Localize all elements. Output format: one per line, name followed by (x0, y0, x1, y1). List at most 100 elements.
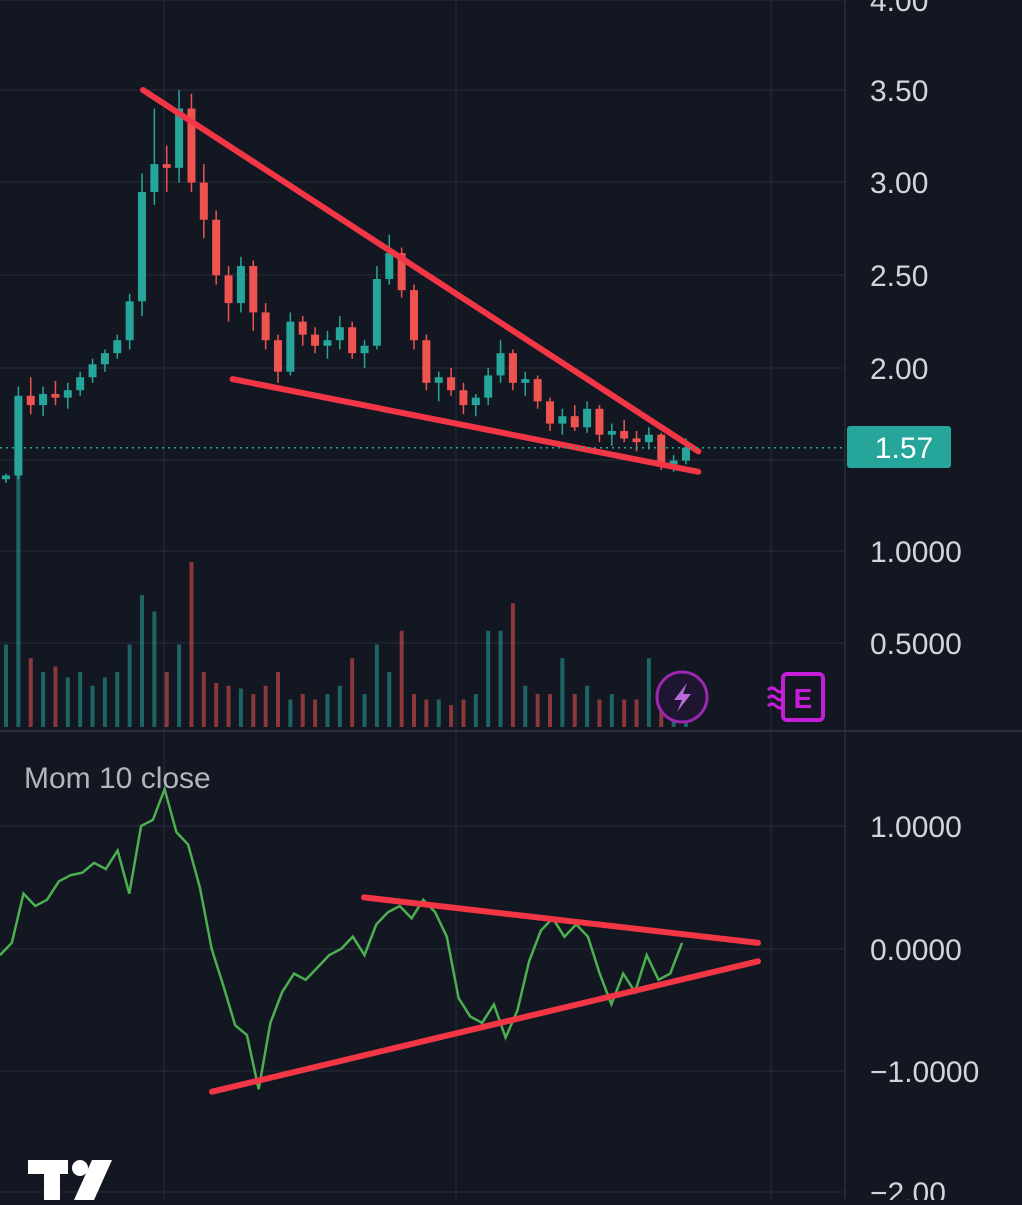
candle-body (162, 164, 171, 168)
volume-bar (646, 658, 651, 727)
candle-body (447, 377, 456, 391)
candle-body (274, 340, 282, 372)
candle (521, 371, 530, 396)
candle-body (434, 377, 443, 383)
candle-body (113, 340, 122, 354)
earnings-letter: E (794, 683, 813, 714)
momentum-tick-label: −1.0000 (870, 1056, 979, 1089)
grid-lines (0, 0, 846, 1200)
volume-bar (399, 630, 404, 727)
volume-bar (276, 672, 280, 727)
candle-body (88, 364, 97, 378)
candle-body (644, 434, 653, 443)
volume-bar (436, 699, 441, 727)
candle-body (669, 460, 678, 465)
earnings-e-icon[interactable]: E (766, 672, 825, 722)
price-tick-label: 2.00 (870, 353, 928, 386)
candle-body (682, 447, 690, 461)
candle (595, 405, 604, 443)
candle (236, 256, 245, 313)
momentum-trendline (209, 958, 761, 1095)
candle (335, 316, 344, 350)
volume-bar (374, 644, 379, 727)
volume-bar (461, 699, 466, 727)
candle-body (2, 475, 10, 480)
volume-bar (189, 562, 194, 727)
candle (51, 380, 60, 406)
volume-bar (115, 672, 120, 727)
volume-bar (152, 611, 157, 727)
trendline (229, 376, 702, 475)
candle-body (570, 416, 579, 428)
price-tick-label: 0.5000 (870, 628, 962, 661)
volume-bar (597, 699, 602, 727)
volume-bar (300, 694, 305, 727)
momentum-trendlines (209, 894, 761, 1095)
candle (224, 266, 233, 322)
candle-body (385, 253, 394, 280)
volume-bar (238, 688, 243, 727)
candle-body (311, 334, 320, 346)
candle (348, 321, 357, 359)
candle (261, 303, 270, 350)
candle (410, 284, 418, 350)
candle (113, 334, 122, 359)
candle-body (471, 397, 480, 406)
price-tick-label: 3.50 (870, 75, 928, 108)
volume-bar (535, 694, 540, 727)
candle-body (632, 438, 641, 443)
price-trendlines (140, 87, 702, 475)
candle-body (348, 327, 357, 354)
candle-body (199, 182, 208, 220)
candle-body (484, 375, 493, 398)
volume-bar (548, 694, 552, 727)
candle-body (595, 408, 604, 435)
trendline (140, 87, 702, 455)
candle (644, 427, 653, 450)
candle (360, 340, 369, 368)
candle-body (583, 408, 592, 428)
candle-body (323, 340, 332, 346)
candle (508, 349, 517, 391)
candle (175, 90, 184, 183)
tradingview-logo[interactable] (28, 1160, 112, 1200)
candle-body (533, 379, 542, 402)
candle-body (14, 395, 23, 476)
candle-body (496, 353, 505, 376)
candle (125, 293, 134, 350)
candlestick-series[interactable] (2, 90, 690, 483)
candle-body (236, 266, 245, 304)
candle (14, 386, 23, 480)
candle-body (51, 393, 60, 398)
volume-bar (102, 677, 107, 727)
candle-body (397, 253, 406, 291)
volume-bar (201, 672, 206, 727)
candle-body (508, 353, 517, 383)
candle (76, 371, 85, 396)
candle (583, 401, 592, 433)
candle (212, 210, 221, 285)
candle-body (212, 219, 221, 276)
volume-bar (4, 644, 8, 727)
candle (249, 260, 258, 331)
candle (298, 316, 307, 346)
candle-body (607, 431, 616, 435)
volume-bar (16, 452, 21, 727)
candle (422, 334, 431, 391)
volume-bar (387, 672, 392, 727)
candle (26, 377, 35, 415)
candle (39, 386, 48, 417)
volume-bar (622, 699, 627, 727)
candle (484, 368, 493, 406)
lightning-bolt-icon[interactable] (655, 670, 709, 724)
volume-bar (362, 694, 367, 727)
volume-bar (486, 630, 491, 727)
candle-body (422, 340, 431, 383)
indicator-label[interactable]: Mom 10 close (24, 762, 211, 795)
candle-body (459, 390, 468, 406)
candle (162, 145, 171, 192)
volume-bar (164, 672, 169, 727)
momentum-series[interactable] (0, 785, 684, 1090)
